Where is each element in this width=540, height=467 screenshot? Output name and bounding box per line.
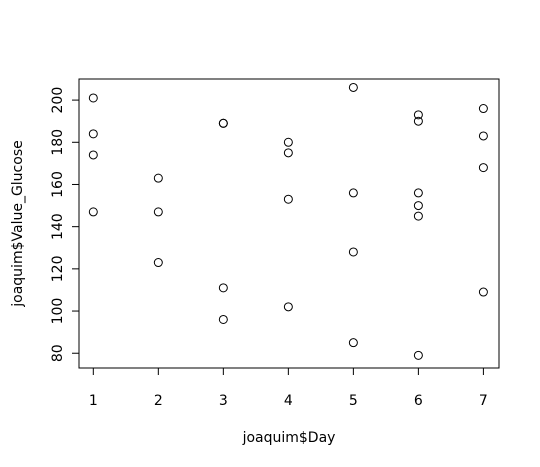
data-point bbox=[348, 247, 358, 257]
data-point bbox=[413, 110, 423, 120]
x-axis-title: joaquim$Day bbox=[242, 430, 336, 446]
data-point bbox=[413, 188, 423, 198]
data-point bbox=[348, 338, 358, 348]
y-axis-title: joaquim$Value_Glucose bbox=[10, 140, 26, 307]
data-point bbox=[153, 207, 163, 217]
x-tick-label: 3 bbox=[219, 393, 228, 409]
data-point bbox=[218, 283, 228, 293]
data-point bbox=[218, 314, 228, 324]
data-point bbox=[88, 150, 98, 160]
data-point bbox=[153, 173, 163, 183]
data-points bbox=[88, 82, 488, 360]
data-point bbox=[218, 118, 228, 128]
x-tick-label: 2 bbox=[154, 393, 163, 409]
data-point bbox=[283, 137, 293, 147]
x-tick-label: 4 bbox=[284, 393, 293, 409]
data-point bbox=[348, 82, 358, 92]
x-tick-label: 6 bbox=[414, 393, 423, 409]
data-point bbox=[413, 350, 423, 360]
data-point bbox=[413, 201, 423, 211]
data-point bbox=[478, 104, 488, 114]
data-point bbox=[88, 129, 98, 139]
x-tick-label: 5 bbox=[349, 393, 358, 409]
data-point bbox=[413, 116, 423, 126]
data-point bbox=[283, 194, 293, 204]
data-point bbox=[153, 258, 163, 268]
data-point bbox=[478, 287, 488, 297]
x-axis: 1 2 3 4 5 6 7 bbox=[89, 367, 488, 409]
data-point bbox=[283, 302, 293, 312]
data-point bbox=[283, 148, 293, 158]
data-point bbox=[348, 188, 358, 198]
x-tick-label: 1 bbox=[89, 393, 98, 409]
y-tick-label: 100 bbox=[50, 298, 66, 325]
y-tick-label: 160 bbox=[50, 171, 66, 198]
x-tick-label: 7 bbox=[479, 393, 488, 409]
data-point bbox=[413, 211, 423, 221]
y-tick-label: 80 bbox=[50, 344, 66, 362]
y-tick-label: 180 bbox=[50, 129, 66, 156]
y-tick-label: 120 bbox=[50, 255, 66, 282]
data-point bbox=[88, 93, 98, 103]
y-tick-label: 200 bbox=[50, 87, 66, 114]
data-point bbox=[88, 207, 98, 217]
data-point bbox=[478, 163, 488, 173]
y-axis: 80 100 120 140 160 180 200 bbox=[50, 87, 80, 362]
data-point bbox=[478, 131, 488, 141]
y-tick-label: 140 bbox=[50, 213, 66, 240]
